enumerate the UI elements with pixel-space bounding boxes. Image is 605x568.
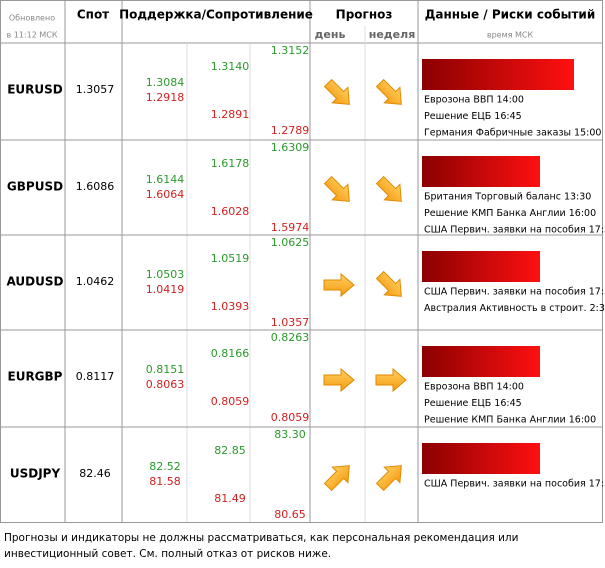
day-header: день bbox=[315, 28, 346, 41]
forecast-arrow bbox=[323, 367, 355, 393]
spot: 1.0462 bbox=[76, 275, 115, 288]
support-level: 80.65 bbox=[274, 508, 306, 521]
resistance-level: 0.8166 bbox=[211, 347, 250, 360]
forecast-arrow bbox=[375, 465, 402, 492]
event: США Первич. заявки на пособия 17:30 bbox=[424, 225, 605, 236]
pair: GBPUSD bbox=[7, 180, 63, 194]
forecast-table: Обновлено в 11:12 МСК Спот Поддержка/Соп… bbox=[0, 0, 605, 523]
spot: 0.8117 bbox=[76, 370, 115, 383]
arrow-shape bbox=[323, 175, 350, 202]
resistance-level: 83.30 bbox=[274, 428, 306, 441]
risk-bar bbox=[422, 156, 540, 187]
forecast-arrow bbox=[375, 175, 402, 202]
forecast-arrow bbox=[323, 465, 350, 492]
levels-header: Поддержка/Сопротивление bbox=[119, 8, 313, 22]
event: Еврозона ВВП 14:00 bbox=[424, 382, 524, 393]
arrow-shape bbox=[323, 78, 350, 105]
resistance-level: 1.3084 bbox=[146, 76, 185, 89]
support-level: 1.2891 bbox=[211, 108, 250, 121]
support-level: 81.49 bbox=[214, 492, 246, 505]
support-level: 1.2918 bbox=[146, 91, 185, 104]
resistance-level: 82.85 bbox=[214, 444, 246, 457]
event: Британия Торговый баланс 13:30 bbox=[424, 192, 591, 203]
support-level: 81.58 bbox=[149, 475, 181, 488]
forecast-arrow bbox=[323, 272, 355, 298]
arrow-shape bbox=[323, 465, 350, 492]
forecast-header: Прогноз bbox=[336, 8, 393, 22]
risk-bar bbox=[422, 346, 540, 377]
arrow-shape bbox=[375, 465, 402, 492]
resistance-level: 1.6178 bbox=[211, 157, 250, 170]
resistance-level: 1.0519 bbox=[211, 252, 250, 265]
resistance-level: 1.3140 bbox=[211, 60, 250, 73]
forecast-arrow bbox=[375, 78, 402, 105]
support-level: 0.8059 bbox=[211, 395, 250, 408]
spot-header: Спот bbox=[77, 8, 109, 22]
support-level: 0.8063 bbox=[146, 378, 185, 391]
event: Решение ЕЦБ 16:45 bbox=[424, 398, 522, 409]
event: Решение КМП Банка Англии 16:00 bbox=[424, 208, 596, 219]
event: Германия Фабричные заказы 15:00 bbox=[424, 128, 601, 139]
support-level: 1.6028 bbox=[211, 205, 250, 218]
event: Австралия Активность в строит. 2:30 bbox=[424, 303, 605, 314]
forecast-arrow bbox=[375, 367, 407, 393]
arrow-shape bbox=[375, 367, 407, 393]
column-rules bbox=[64, 0, 419, 522]
arrow-shape bbox=[323, 367, 355, 393]
arrow-shape bbox=[375, 78, 402, 105]
resistance-level: 82.52 bbox=[149, 460, 181, 473]
forecast-arrow bbox=[375, 270, 402, 297]
forecast-arrow bbox=[323, 78, 350, 105]
resistance-level: 1.0625 bbox=[271, 236, 310, 249]
updated-label: Обновлено bbox=[9, 14, 55, 23]
support-level: 1.2789 bbox=[271, 124, 310, 137]
risk-bar bbox=[422, 251, 540, 282]
updated-time: в 11:12 МСК bbox=[6, 31, 57, 40]
event: Решение ЕЦБ 16:45 bbox=[424, 111, 522, 122]
spot: 1.3057 bbox=[76, 83, 115, 96]
event: Решение КМП Банка Англии 16:00 bbox=[424, 415, 596, 426]
arrow-shape bbox=[375, 270, 402, 297]
risk-bar bbox=[422, 443, 540, 474]
support-level: 0.8059 bbox=[271, 411, 310, 424]
resistance-level: 0.8151 bbox=[146, 363, 185, 376]
event: Еврозона ВВП 14:00 bbox=[424, 95, 524, 106]
pair: USDJPY bbox=[10, 467, 61, 481]
pair: EURUSD bbox=[7, 83, 63, 97]
pair: AUDUSD bbox=[7, 275, 64, 289]
resistance-level: 1.6309 bbox=[271, 141, 310, 154]
support-level: 1.0357 bbox=[271, 316, 310, 329]
pair: EURGBP bbox=[8, 370, 63, 384]
week-header: неделя bbox=[369, 28, 416, 41]
arrow-shape bbox=[323, 272, 355, 298]
resistance-level: 1.6144 bbox=[146, 173, 185, 186]
disclaimer: Прогнозы и индикаторы не должны рассматр… bbox=[4, 532, 519, 560]
spot: 82.46 bbox=[79, 467, 111, 480]
arrow-shape bbox=[375, 175, 402, 202]
forecast-arrow bbox=[323, 175, 350, 202]
support-level: 1.0393 bbox=[211, 300, 250, 313]
support-level: 1.5974 bbox=[271, 221, 310, 234]
resistance-level: 1.0503 bbox=[146, 268, 185, 281]
events-time-header: время МСК bbox=[487, 31, 534, 40]
events-header: Данные / Риски событий bbox=[425, 8, 596, 22]
event: США Первич. заявки на пособия 17:30 bbox=[424, 479, 605, 490]
support-level: 1.6064 bbox=[146, 188, 185, 201]
risk-bar bbox=[422, 59, 574, 90]
table-border bbox=[0, 0, 603, 523]
resistance-level: 0.8263 bbox=[271, 331, 310, 344]
resistance-level: 1.3152 bbox=[271, 44, 310, 57]
support-level: 1.0419 bbox=[146, 283, 185, 296]
event: США Первич. заявки на пособия 17:30 bbox=[424, 287, 605, 298]
spot: 1.6086 bbox=[76, 180, 115, 193]
